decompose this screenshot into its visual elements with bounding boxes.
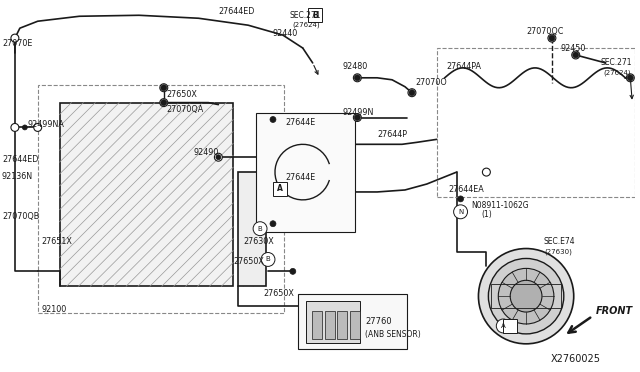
Bar bbox=[503, 319, 517, 333]
Text: 92100: 92100 bbox=[42, 305, 67, 314]
Circle shape bbox=[548, 34, 556, 42]
Circle shape bbox=[627, 75, 634, 81]
Circle shape bbox=[355, 75, 360, 81]
Bar bbox=[298, 294, 407, 349]
Bar bbox=[256, 113, 355, 232]
Bar bbox=[306, 301, 360, 343]
Text: 92480: 92480 bbox=[342, 62, 368, 71]
Circle shape bbox=[11, 124, 19, 131]
Text: 27650X: 27650X bbox=[233, 257, 264, 266]
Text: 27644PA: 27644PA bbox=[447, 62, 482, 71]
Bar bbox=[337, 311, 348, 339]
Text: A: A bbox=[277, 185, 283, 193]
Text: 92499N: 92499N bbox=[342, 108, 374, 117]
Text: 27644ED: 27644ED bbox=[2, 155, 38, 164]
Circle shape bbox=[458, 196, 463, 202]
Bar bbox=[312, 311, 322, 339]
Text: 27650X: 27650X bbox=[263, 289, 294, 298]
Circle shape bbox=[214, 153, 222, 161]
Circle shape bbox=[353, 113, 362, 122]
Circle shape bbox=[510, 280, 542, 312]
Bar bbox=[350, 311, 360, 339]
Circle shape bbox=[22, 125, 28, 130]
Text: 27651X: 27651X bbox=[42, 237, 72, 246]
Circle shape bbox=[572, 51, 580, 59]
Bar bbox=[38, 85, 284, 313]
Circle shape bbox=[499, 268, 554, 324]
Text: B: B bbox=[266, 256, 270, 263]
Text: 92440: 92440 bbox=[273, 29, 298, 38]
Text: 27070QC: 27070QC bbox=[526, 27, 563, 36]
Circle shape bbox=[11, 34, 19, 42]
Bar bbox=[273, 182, 287, 196]
Circle shape bbox=[355, 115, 360, 121]
Circle shape bbox=[161, 85, 167, 91]
Circle shape bbox=[483, 168, 490, 176]
Text: 27070QB: 27070QB bbox=[2, 212, 39, 221]
Bar bbox=[60, 103, 233, 286]
Text: X2760025: X2760025 bbox=[551, 354, 601, 364]
Text: 27644EA: 27644EA bbox=[449, 186, 484, 195]
Bar bbox=[492, 284, 561, 308]
Circle shape bbox=[479, 248, 573, 344]
Bar bbox=[324, 311, 335, 339]
Text: 27644ED: 27644ED bbox=[218, 7, 255, 16]
Circle shape bbox=[290, 268, 296, 274]
Text: 27760: 27760 bbox=[365, 317, 392, 327]
Circle shape bbox=[353, 74, 362, 82]
Text: 92136N: 92136N bbox=[2, 171, 33, 180]
Circle shape bbox=[270, 221, 276, 227]
Text: 27070QA: 27070QA bbox=[167, 105, 204, 114]
Bar bbox=[238, 172, 266, 286]
Text: 27644E: 27644E bbox=[286, 173, 316, 182]
Text: (27624): (27624) bbox=[293, 22, 321, 28]
Text: 27630X: 27630X bbox=[243, 237, 274, 246]
Text: (1): (1) bbox=[481, 210, 492, 219]
Circle shape bbox=[160, 99, 168, 107]
Text: (27624): (27624) bbox=[604, 70, 631, 76]
Text: B: B bbox=[258, 226, 262, 232]
Circle shape bbox=[573, 52, 579, 58]
Text: 27644P: 27644P bbox=[377, 130, 407, 139]
Circle shape bbox=[549, 35, 555, 41]
Text: 92490: 92490 bbox=[193, 148, 219, 157]
Text: 27650X: 27650X bbox=[167, 90, 198, 99]
Text: 27070O: 27070O bbox=[415, 78, 447, 87]
Text: 27070E: 27070E bbox=[2, 39, 33, 48]
Text: SEC.E74: SEC.E74 bbox=[544, 237, 575, 246]
Circle shape bbox=[261, 253, 275, 266]
Text: 27644E: 27644E bbox=[286, 118, 316, 127]
Text: 92450: 92450 bbox=[561, 44, 586, 52]
Text: SEC.271: SEC.271 bbox=[290, 11, 321, 20]
Circle shape bbox=[34, 124, 42, 131]
Circle shape bbox=[454, 205, 468, 219]
Circle shape bbox=[161, 100, 167, 106]
Text: N08911-1062G: N08911-1062G bbox=[472, 201, 529, 210]
Text: N: N bbox=[458, 209, 463, 215]
Text: (ANB SENSOR): (ANB SENSOR) bbox=[365, 330, 421, 339]
Circle shape bbox=[409, 90, 415, 96]
Circle shape bbox=[270, 116, 276, 122]
Circle shape bbox=[160, 84, 168, 92]
Bar bbox=[436, 48, 636, 197]
Circle shape bbox=[216, 155, 221, 160]
Circle shape bbox=[253, 222, 267, 235]
Text: (27630): (27630) bbox=[544, 248, 572, 255]
Circle shape bbox=[488, 259, 564, 334]
Circle shape bbox=[627, 74, 634, 82]
Text: B: B bbox=[312, 11, 317, 20]
Circle shape bbox=[496, 319, 510, 333]
Circle shape bbox=[408, 89, 416, 97]
Text: FRONT: FRONT bbox=[596, 306, 633, 316]
Text: A: A bbox=[501, 323, 506, 329]
Bar bbox=[308, 8, 322, 22]
Text: SEC.271: SEC.271 bbox=[600, 58, 632, 67]
Text: 92499NA: 92499NA bbox=[28, 120, 65, 129]
